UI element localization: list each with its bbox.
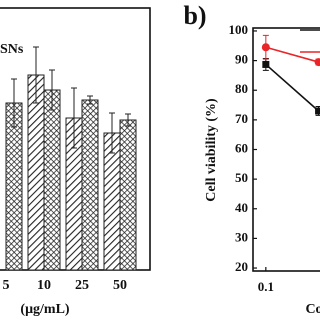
y-tick-label: 100 <box>229 22 249 37</box>
error-bar <box>109 112 115 154</box>
bar <box>81 99 99 271</box>
legend-label: SNs <box>0 42 24 57</box>
y-tick-label: 60 <box>235 140 248 155</box>
bar <box>103 132 121 271</box>
y-tick-label: 90 <box>235 52 248 67</box>
y-tick-label: 20 <box>235 259 248 274</box>
bar <box>119 119 137 271</box>
error-bar <box>49 69 55 111</box>
marker <box>261 43 270 52</box>
marker <box>315 107 320 115</box>
x-tick-label: 5 <box>3 278 10 293</box>
y-axis-label: Cell viability (%) <box>204 98 219 202</box>
x-tick-label: 25 <box>75 278 89 293</box>
line <box>265 63 320 112</box>
x-tick-label: 10 <box>37 278 51 293</box>
error-bar <box>71 87 77 149</box>
y-tick-label: 80 <box>235 81 248 96</box>
y-tick-label: 70 <box>235 111 248 126</box>
y-tick-label: 30 <box>235 229 248 244</box>
bar <box>5 102 23 271</box>
error-bar <box>33 46 39 104</box>
line <box>265 46 319 63</box>
marker <box>262 60 270 68</box>
bar <box>27 74 45 271</box>
y-tick-label: 50 <box>235 170 248 185</box>
error-bar <box>11 78 17 128</box>
error-bar <box>87 95 93 105</box>
marker <box>314 58 320 67</box>
bar <box>43 89 61 271</box>
panel-label: b) <box>183 1 206 30</box>
x-tick-label: 50 <box>113 278 127 293</box>
x-axis-label: (μg/mL) <box>20 302 69 317</box>
y-tick-label: 40 <box>235 200 248 215</box>
x-axis-label: Co <box>305 302 320 317</box>
error-bar <box>125 113 131 127</box>
x-tick-label: 0.1 <box>258 279 274 294</box>
